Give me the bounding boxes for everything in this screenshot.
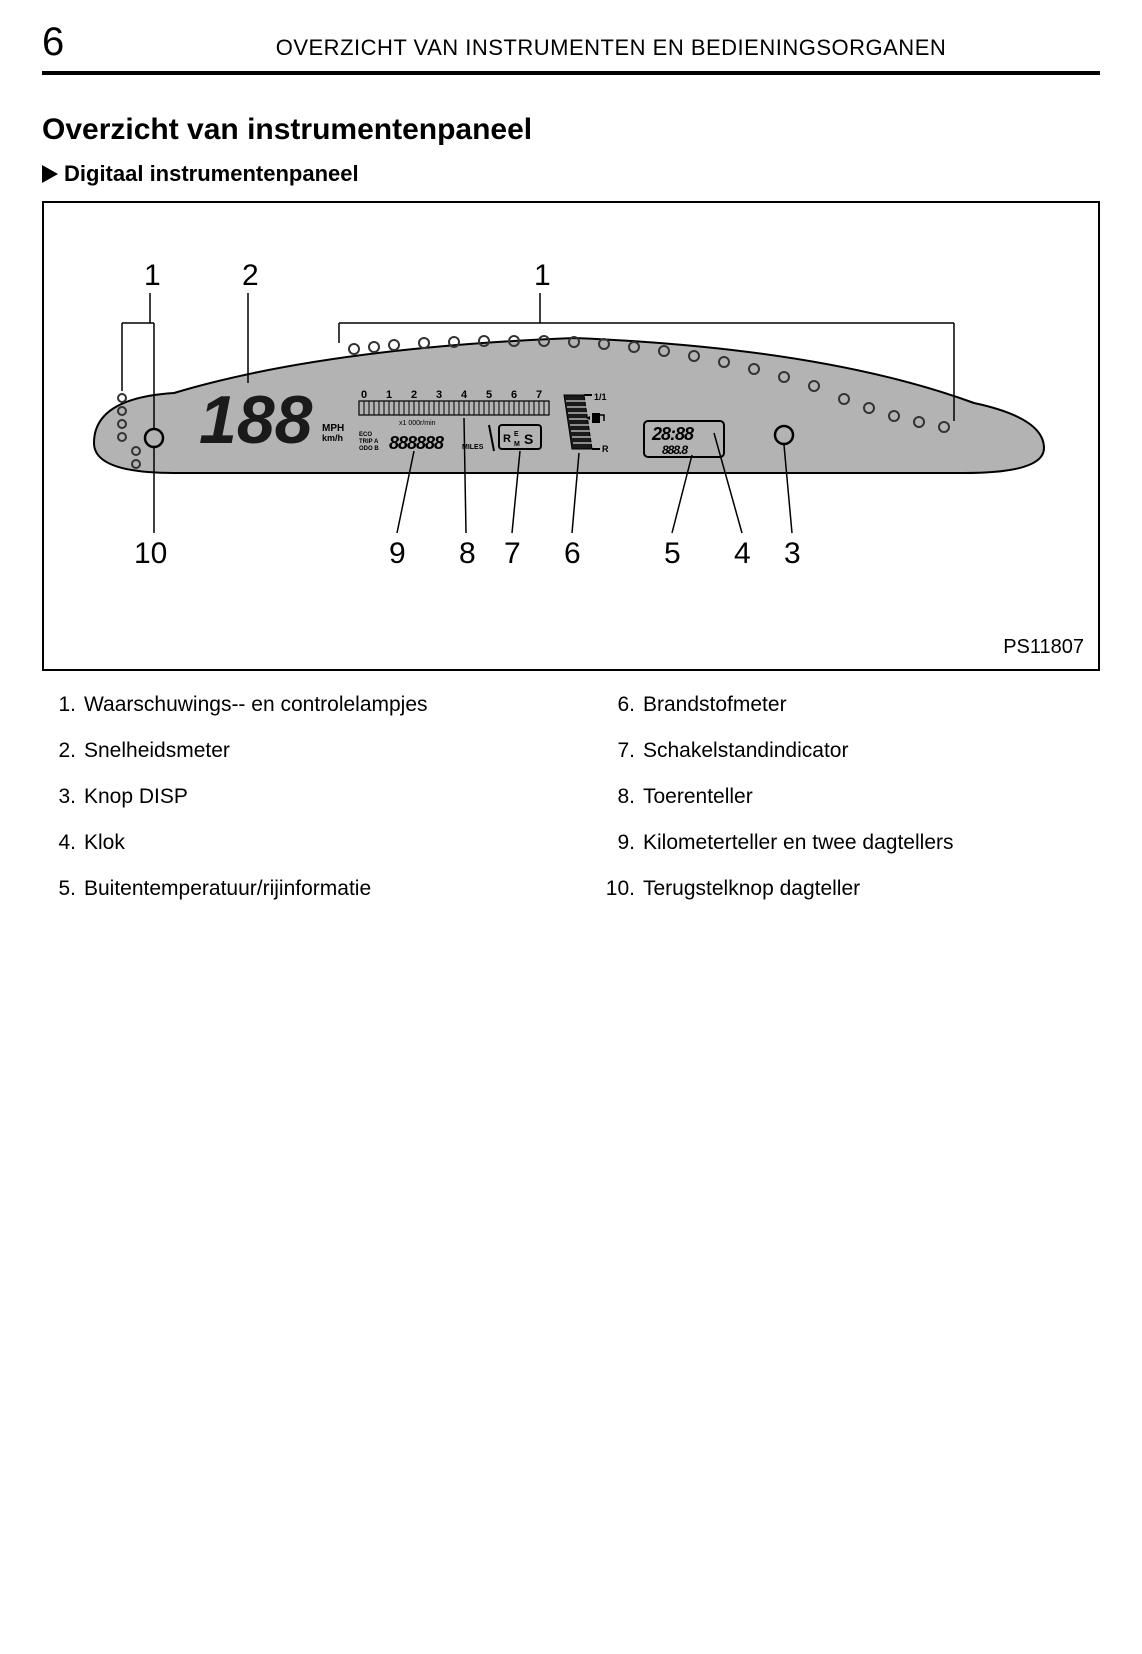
svg-text:R: R (503, 433, 511, 445)
trip-reset-button[interactable] (145, 429, 163, 447)
svg-text:0: 0 (361, 389, 367, 401)
legend-item: 7.Schakelstandindicator (601, 739, 1100, 763)
svg-text:1: 1 (534, 259, 551, 292)
svg-text:1: 1 (386, 389, 392, 401)
svg-text:2: 2 (411, 389, 417, 401)
page-header: 6 OVERZICHT VAN INSTRUMENTEN EN BEDIENIN… (42, 20, 1100, 75)
svg-text:4: 4 (461, 389, 468, 401)
legend-item: 5.Buitentemperatuur/rijinformatie (42, 877, 541, 901)
svg-text:6: 6 (564, 537, 581, 570)
svg-text:x1 000r/min: x1 000r/min (399, 420, 436, 427)
legend-item: 4.Klok (42, 831, 541, 855)
legend-item: 2.Snelheidsmeter (42, 739, 541, 763)
svg-text:2: 2 (242, 259, 259, 292)
legend-item: 8.Toerenteller (601, 785, 1100, 809)
legend-item: 9.Kilometerteller en twee dagtellers (601, 831, 1100, 855)
svg-text:7: 7 (504, 537, 521, 570)
svg-text:10: 10 (134, 537, 167, 570)
svg-text:ECO: ECO (359, 432, 372, 438)
svg-text:7: 7 (536, 389, 542, 401)
svg-text:5: 5 (664, 537, 681, 570)
svg-text:ODO B: ODO B (359, 446, 379, 452)
svg-text:S: S (524, 431, 533, 447)
svg-text:8: 8 (459, 537, 476, 570)
legend-col-left: 1.Waarschuwings-- en controlelampjes 2.S… (42, 693, 541, 923)
svg-text:4: 4 (734, 537, 751, 570)
instrument-panel-diagram: 188 MPH km/h 0 1 2 3 4 5 6 7 x1 000r/min (44, 203, 1098, 669)
svg-text:3: 3 (784, 537, 801, 570)
legend-item: 3.Knop DISP (42, 785, 541, 809)
svg-text:km/h: km/h (322, 433, 343, 443)
clock-temp-display: 28:88 888.8 (644, 421, 724, 457)
svg-text:3: 3 (436, 389, 442, 401)
svg-text:M: M (514, 441, 520, 448)
legend-col-right: 6.Brandstofmeter 7.Schakelstandindicator… (601, 693, 1100, 923)
svg-text:E: E (514, 431, 519, 438)
header-title: OVERZICHT VAN INSTRUMENTEN EN BEDIENINGS… (122, 35, 1100, 61)
figure-box: 188 MPH km/h 0 1 2 3 4 5 6 7 x1 000r/min (42, 201, 1100, 671)
legend-item: 6.Brandstofmeter (601, 693, 1100, 717)
svg-text:28:88: 28:88 (651, 424, 694, 444)
legend-item: 10.Terugstelknop dagteller (601, 877, 1100, 901)
subsection-row: Digitaal instrumentenpaneel (42, 161, 1100, 187)
svg-text:R: R (602, 444, 609, 454)
svg-text:5: 5 (486, 389, 492, 401)
figure-id: PS11807 (1003, 636, 1084, 659)
legend-item: 1.Waarschuwings-- en controlelampjes (42, 693, 541, 717)
svg-text:9: 9 (389, 537, 406, 570)
svg-text:888.8: 888.8 (662, 443, 688, 457)
svg-text:1/1: 1/1 (594, 392, 607, 402)
svg-text:188: 188 (199, 382, 313, 458)
svg-text:6: 6 (511, 389, 517, 401)
legend: 1.Waarschuwings-- en controlelampjes 2.S… (42, 693, 1100, 923)
section-title: Overzicht van instrumentenpaneel (42, 113, 1100, 147)
svg-text:1: 1 (144, 259, 161, 292)
gear-indicator: R E M S (499, 425, 541, 449)
svg-text:TRIP A: TRIP A (359, 439, 379, 445)
page: 6 OVERZICHT VAN INSTRUMENTEN EN BEDIENIN… (0, 0, 1142, 963)
svg-text:888888: 888888 (389, 433, 444, 453)
page-number: 6 (42, 20, 122, 65)
subsection-title: Digitaal instrumentenpaneel (64, 161, 359, 187)
triangle-icon (42, 165, 58, 183)
disp-button[interactable] (775, 426, 793, 444)
